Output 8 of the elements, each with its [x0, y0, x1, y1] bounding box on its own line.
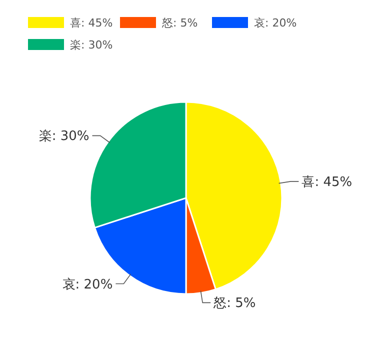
slice-label: 怒: 5%: [212, 296, 256, 312]
slice-label: 哀: 20%: [62, 277, 113, 292]
legend-label: 喜: 45%: [70, 16, 113, 30]
legend-label: 哀: 20%: [254, 16, 297, 30]
legend-label: 怒: 5%: [161, 16, 198, 30]
slice-label: 楽: 30%: [38, 129, 90, 144]
legend-label: 楽: 30%: [70, 38, 113, 52]
slice-label: 喜: 45%: [302, 174, 352, 190]
